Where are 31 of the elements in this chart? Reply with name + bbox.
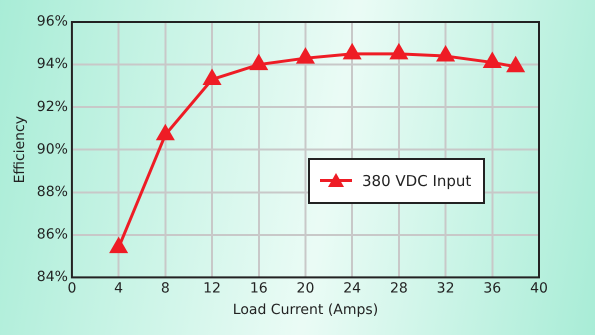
point (344, 44, 361, 60)
x-tick-label: 24 (343, 280, 362, 296)
point (250, 55, 268, 70)
point (484, 52, 501, 68)
point (156, 125, 174, 140)
x-tick-label: 4 (114, 280, 124, 296)
y-tick-label: 90% (36, 141, 68, 158)
point (390, 44, 408, 60)
y-tick-label: 94% (36, 56, 68, 72)
y-tick-label: 86% (36, 226, 68, 242)
x-tick-label: 20 (296, 280, 314, 296)
x-tick-label: 40 (530, 280, 548, 296)
y-tick-label: 96% (36, 14, 68, 30)
x-tick-label: 16 (250, 280, 268, 296)
y-tick-label: 84% (36, 269, 68, 286)
point (297, 48, 314, 64)
x-axis-title: Load Current (Amps) (232, 302, 378, 318)
point (204, 70, 220, 85)
point (437, 46, 454, 62)
x-tick-label: 8 (160, 280, 170, 296)
x-tick-label: 12 (203, 280, 221, 296)
x-tick-label: 32 (436, 280, 454, 296)
x-tick-label: 0 (67, 280, 76, 296)
point (110, 238, 128, 254)
y-axis-title: Efficiency (12, 116, 28, 184)
legend-label: 380 VDC Input (362, 172, 472, 190)
x-tick-label: 36 (483, 280, 502, 296)
y-tick-label: 88% (36, 184, 68, 200)
point (507, 57, 524, 72)
x-tick-label: 28 (390, 280, 408, 296)
y-tick-label: 92% (36, 98, 68, 115)
